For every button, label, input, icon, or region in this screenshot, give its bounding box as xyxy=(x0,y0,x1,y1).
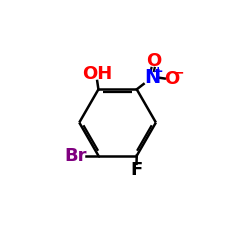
Text: O: O xyxy=(146,52,161,70)
Text: −: − xyxy=(172,66,184,80)
Text: Br: Br xyxy=(64,147,87,165)
Text: +: + xyxy=(153,65,164,78)
Text: F: F xyxy=(130,161,142,179)
Text: OH: OH xyxy=(82,65,112,83)
Text: N: N xyxy=(144,68,160,87)
Text: O: O xyxy=(164,70,179,88)
